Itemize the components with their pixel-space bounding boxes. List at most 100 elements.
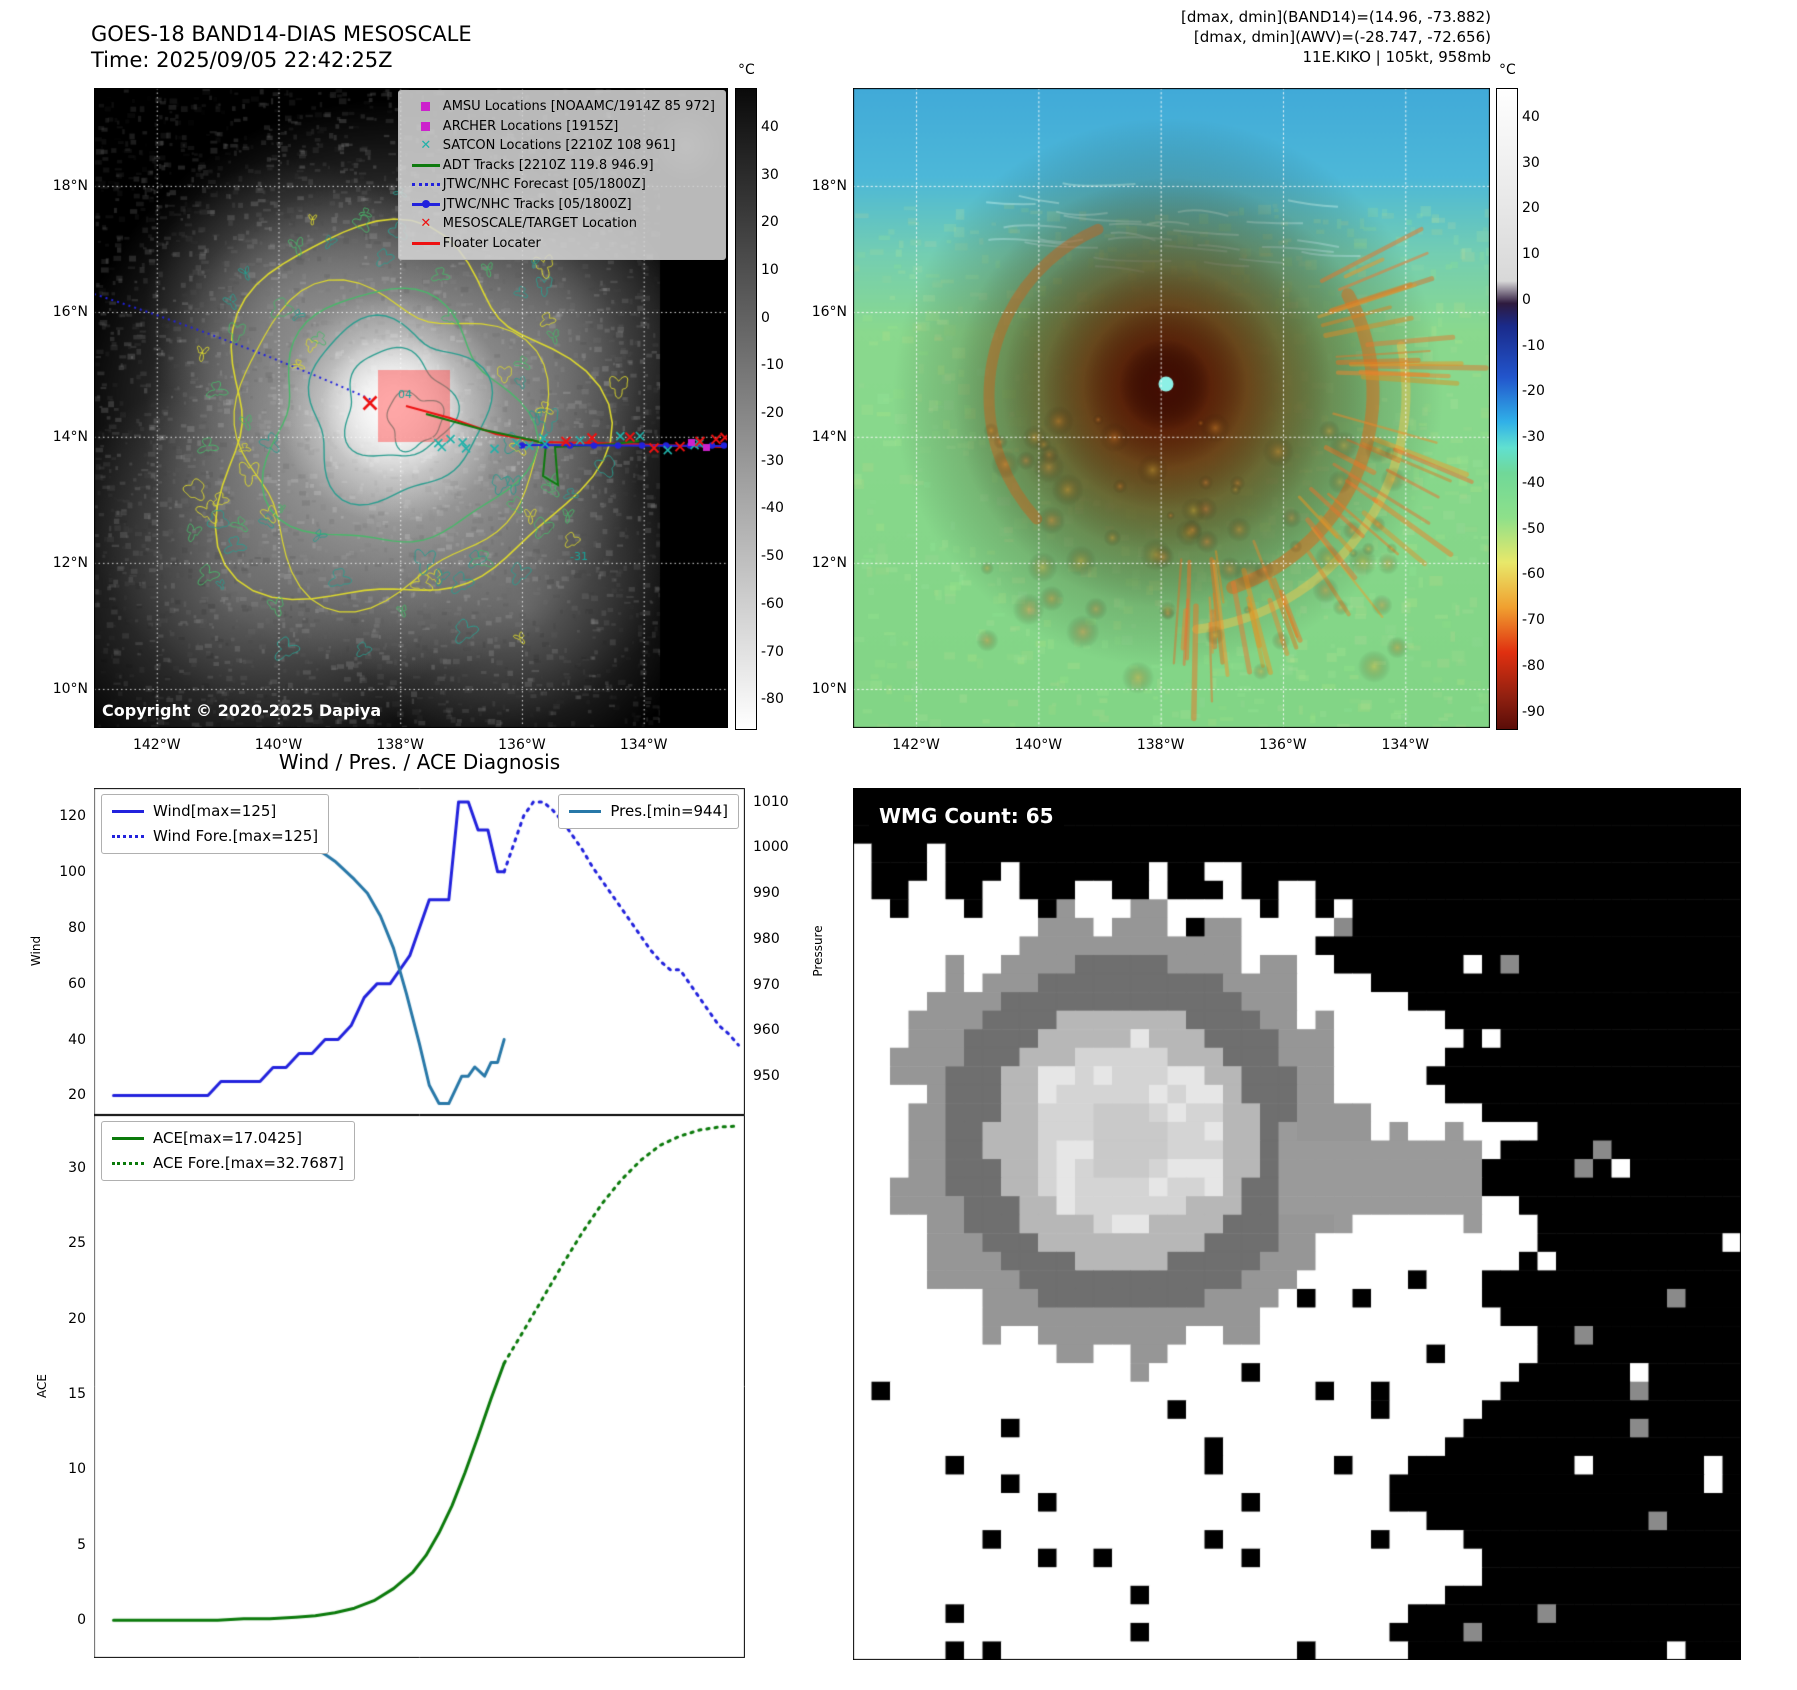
colorbar-tick-label: -70 [1522,612,1545,629]
line-marker-icon [409,241,443,245]
y-tick-label: 120 [59,807,86,824]
lat-tick-label: 10°N [52,680,88,697]
line-dot-marker-icon [409,200,443,209]
legend-item: ACE[max=17.0425] [112,1126,344,1151]
y-tick-label: 30 [68,1159,86,1176]
legend-item: ACE Fore.[max=32.7687] [112,1151,344,1176]
colorbar-tick-label: -30 [1522,429,1545,446]
legend-label: ACE Fore.[max=32.7687] [153,1154,344,1172]
legend-label: ACE[max=17.0425] [153,1129,302,1147]
y-tick-label: 960 [753,1022,780,1039]
colorbar-tick-label: -50 [1522,520,1545,537]
map-legend-item: ✕ MESOSCALE/TARGET Location [409,214,715,234]
y-tick-label: 100 [59,863,86,880]
line-marker-icon [409,163,443,167]
colorbar-tick-label: -60 [761,595,784,612]
colorbar-tick-label: 30 [761,166,779,183]
wind-axis-label: Wind [29,935,43,967]
colorbar-tick-label: -90 [1522,703,1545,720]
lat-tick-label: 16°N [811,304,847,320]
lat-tick-label: 16°N [52,304,88,320]
wind-pressure-chart: Wind[max=125] Wind Fore.[max=125] Pres.[… [94,788,745,1115]
wind-legend: Wind[max=125] Wind Fore.[max=125] [101,794,330,854]
map-legend-label: ARCHER Locations [1915Z] [442,118,619,134]
lat-tick-label: 10°N [811,680,847,697]
colorbar-tick-label: 10 [761,262,779,279]
y-tick-label: 970 [753,976,780,993]
ace-axis-label: ACE [35,1374,49,1398]
y-tick-label: 10 [68,1461,86,1478]
map-legend-item: ARCHER Locations [1915Z] [409,117,715,137]
ace-chart: ACE[max=17.0425] ACE Fore.[max=32.7687] [94,1115,745,1658]
band14-map-legend: AMSU Locations [NOAAMC/1914Z 85 972] ARCH… [397,90,726,260]
y-tick-label: 40 [68,1031,86,1048]
band14-map: AMSU Locations [NOAAMC/1914Z 85 972] ARCH… [94,88,728,728]
legend-label: Wind[max=125] [153,802,277,820]
colorbar-tick-label: 40 [761,119,779,136]
wmg-count-badge: WMG Count: 65 [869,800,1064,832]
y-tick-label: 20 [68,1310,86,1327]
square-marker-icon [409,121,443,131]
y-tick-label: 15 [68,1386,86,1403]
map-legend-label: JTWC/NHC Tracks [05/1800Z] [442,196,632,212]
x-marker-icon: ✕ [420,138,432,154]
map-legend-label: JTWC/NHC Forecast [05/1800Z] [442,177,646,192]
colorbar-tick-label: 40 [1522,108,1540,125]
map-legend-item: Floater Locater [409,234,715,254]
lat-tick-label: 18°N [811,177,847,194]
ace-legend: ACE[max=17.0425] ACE Fore.[max=32.7687] [101,1121,355,1181]
ace-line-swatch-icon [112,1137,144,1140]
colorbar-tick-label: -70 [761,643,784,660]
y-tick-label: 990 [753,885,780,902]
legend-label: Wind Fore.[max=125] [153,827,319,845]
map-legend-item: JTWC/NHC Forecast [05/1800Z] [409,175,715,195]
diagnosis-title: Wind / Pres. / ACE Diagnosis [278,750,561,774]
legend-item: Wind Fore.[max=125] [112,824,318,849]
colorbar-tick-label: 10 [1522,246,1540,263]
lat-tick-label: 12°N [811,554,847,571]
dmax-dmin-awv-text: [dmax, dmin](AWV)=(-28.747, -72.656) [1193,28,1491,46]
colorbar-tick-label: -60 [1522,566,1545,583]
band14-colorbar-unit: °C [738,62,755,78]
y-tick-label: 0 [77,1612,86,1629]
lat-tick-label: 14°N [52,428,88,445]
y-tick-label: 20 [68,1087,86,1104]
awv-satellite-canvas [853,88,1490,728]
awv-colorbar [1496,88,1518,730]
map-legend-label: ADT Tracks [2210Z 119.8 946.9] [442,157,654,173]
y-tick-label: 1010 [753,793,789,810]
pressure-axis-label: Pressure [811,925,825,977]
pressure-legend: Pres.[min=944] [558,794,739,829]
band14-copyright: Copyright © 2020-2025 Dapiya [102,701,382,720]
colorbar-tick-label: -10 [761,357,784,374]
awv-map [853,88,1490,728]
storm-id-intensity-text: 11E.KIKO | 105kt, 958mb [1302,48,1491,66]
square-marker-icon [409,102,443,112]
lon-tick-label: 140°W [1014,737,1063,753]
awv-colorbar-unit: °C [1499,62,1516,78]
wind-forecast-swatch-icon [112,835,144,838]
colorbar-tick-label: -80 [761,691,784,708]
y-tick-label: 1000 [753,839,789,856]
y-tick-label: 5 [77,1536,86,1553]
band14-title: GOES-18 BAND14-DIAS MESOSCALE [91,22,472,46]
wmg-panel: WMG Count: 65 [853,788,1741,1660]
y-tick-label: 80 [68,919,86,936]
map-legend-label: Floater Locater [442,235,541,251]
y-tick-label: 980 [753,930,780,947]
wind-line-swatch-icon [112,810,144,813]
map-legend-label: SATCON Locations [2210Z 108 961] [442,138,676,153]
ace-forecast-swatch-icon [112,1162,144,1165]
map-legend-item: AMSU Locations [NOAAMC/1914Z 85 972] [409,97,715,117]
map-legend-label: AMSU Locations [NOAAMC/1914Z 85 972] [442,99,715,114]
colorbar-tick-label: 20 [761,214,779,231]
legend-item: Pres.[min=944] [569,799,728,824]
colorbar-tick-label: 20 [1522,200,1540,217]
colorbar-tick-label: -40 [1522,474,1545,491]
map-legend-item: JTWC/NHC Tracks [05/1800Z] [409,195,715,215]
wmg-canvas [853,788,1741,1660]
band14-time: Time: 2025/09/05 22:42:25Z [91,48,393,72]
colorbar-tick-label: -20 [1522,383,1545,400]
y-tick-label: 950 [753,1068,780,1085]
